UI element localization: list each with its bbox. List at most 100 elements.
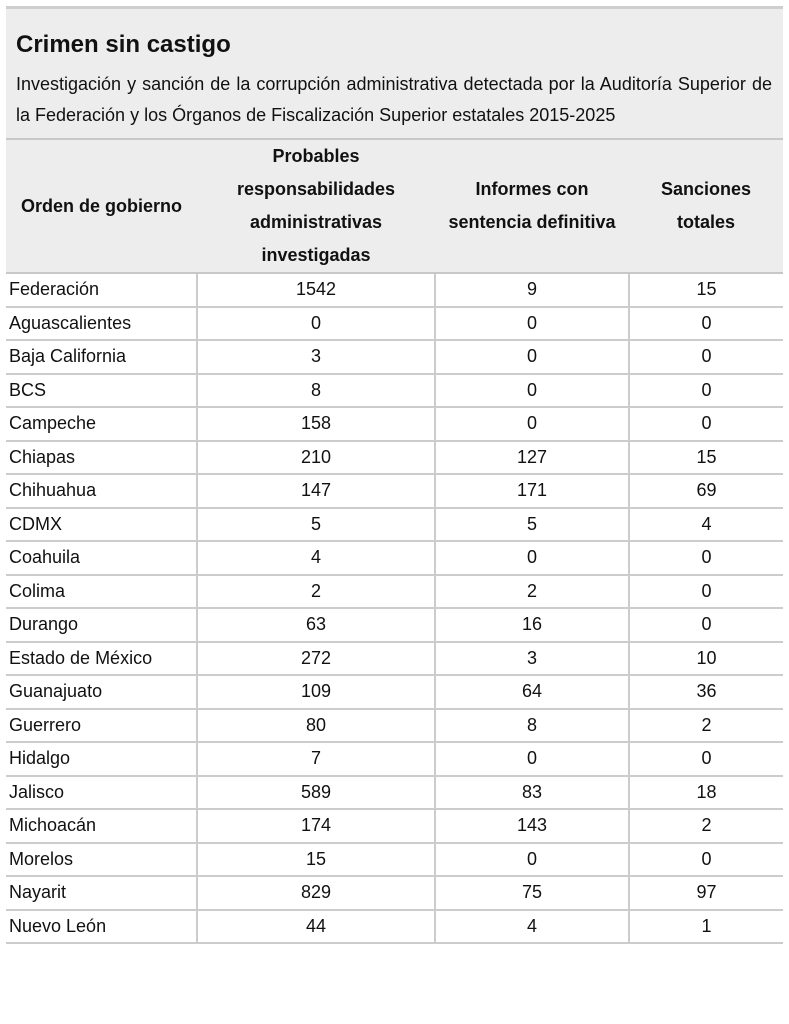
cell-responsabilidades: 272 [197,641,436,676]
cell-orden: Hidalgo [6,742,198,777]
cell-orden: Federación [6,273,198,308]
cell-informes: 83 [435,775,630,810]
cell-orden: Durango [6,608,198,643]
cell-responsabilidades: 7 [197,742,436,777]
cell-informes: 8 [435,708,630,743]
cell-sanciones: 15 [629,273,783,308]
cell-informes: 0 [435,842,630,877]
cell-sanciones: 2 [629,809,783,844]
cell-sanciones: 0 [629,373,783,408]
cell-informes: 0 [435,742,630,777]
column-header-sanciones: Sanciones totales [629,140,783,274]
cell-orden: Guerrero [6,708,198,743]
cell-sanciones: 69 [629,474,783,509]
cell-sanciones: 15 [629,440,783,475]
table-row: Nayarit 829 75 97 [6,876,783,911]
cell-responsabilidades: 4 [197,541,436,576]
table-row: Chihuahua 147 171 69 [6,474,783,509]
page-subtitle: Investigación y sanción de la corrupción… [16,74,772,125]
table-row: Federación 1542 9 15 [6,273,783,308]
table-row: Nuevo León 44 4 1 [6,909,783,944]
cell-responsabilidades: 63 [197,608,436,643]
cell-sanciones: 0 [629,574,783,609]
cell-orden: Nuevo León [6,909,198,944]
table-body: Federación 1542 9 15 Aguascalientes 0 0 0 Baja C… [6,273,783,944]
column-header-orden: Orden de gobierno [6,140,197,274]
cell-sanciones: 0 [629,306,783,341]
cell-sanciones: 10 [629,641,783,676]
cell-orden: Nayarit [6,876,198,911]
cell-informes: 0 [435,541,630,576]
cell-informes: 127 [435,440,630,475]
table-row: Durango 63 16 0 [6,608,783,643]
cell-informes: 64 [435,675,630,710]
header-row: Orden de gobierno Probables responsabili… [6,140,783,274]
cell-responsabilidades: 0 [197,306,436,341]
cell-orden: Guanajuato [6,675,198,710]
cell-responsabilidades: 15 [197,842,436,877]
table-row: Guanajuato 109 64 36 [6,675,783,710]
cell-orden: Chiapas [6,440,198,475]
cell-sanciones: 18 [629,775,783,810]
cell-responsabilidades: 589 [197,775,436,810]
cell-responsabilidades: 147 [197,474,436,509]
cell-orden: Michoacán [6,809,198,844]
cell-informes: 0 [435,306,630,341]
cell-informes: 2 [435,574,630,609]
cell-responsabilidades: 80 [197,708,436,743]
cell-informes: 4 [435,909,630,944]
cell-orden: Jalisco [6,775,198,810]
cell-informes: 75 [435,876,630,911]
table-card: Crimen sin castigo Investigación y sanci… [6,6,783,1024]
cell-sanciones: 36 [629,675,783,710]
cell-orden: BCS [6,373,198,408]
cell-responsabilidades: 210 [197,440,436,475]
column-header-informes: Informes con sentencia definitiva [435,140,629,274]
cell-sanciones: 0 [629,842,783,877]
cell-responsabilidades: 8 [197,373,436,408]
cell-informes: 171 [435,474,630,509]
cell-orden: Colima [6,574,198,609]
cell-informes: 3 [435,641,630,676]
cell-orden: Coahuila [6,541,198,576]
cell-orden: Aguascalientes [6,306,198,341]
cell-informes: 5 [435,507,630,542]
cell-sanciones: 2 [629,708,783,743]
cell-sanciones: 0 [629,608,783,643]
cell-informes: 0 [435,407,630,442]
cell-sanciones: 0 [629,407,783,442]
cell-responsabilidades: 174 [197,809,436,844]
cell-sanciones: 0 [629,742,783,777]
table-header-panel: Crimen sin castigo Investigación y sanci… [6,6,783,140]
cell-sanciones: 0 [629,541,783,576]
table-row: Estado de México 272 3 10 [6,641,783,676]
cell-informes: 16 [435,608,630,643]
cell-orden: CDMX [6,507,198,542]
table-row: Colima 2 2 0 [6,574,783,609]
cell-responsabilidades: 2 [197,574,436,609]
cell-responsabilidades: 44 [197,909,436,944]
cell-responsabilidades: 158 [197,407,436,442]
cell-sanciones: 97 [629,876,783,911]
cell-orden: Campeche [6,407,198,442]
page-title: Crimen sin castigo [16,31,231,58]
data-table: Orden de gobierno Probables responsabili… [6,140,783,944]
table-row: BCS 8 0 0 [6,373,783,408]
table-row: Baja California 3 0 0 [6,340,783,375]
cell-informes: 143 [435,809,630,844]
cell-responsabilidades: 829 [197,876,436,911]
cell-orden: Morelos [6,842,198,877]
cell-responsabilidades: 5 [197,507,436,542]
table-row: Michoacán 174 143 2 [6,809,783,844]
table-row: Jalisco 589 83 18 [6,775,783,810]
cell-responsabilidades: 3 [197,340,436,375]
cell-responsabilidades: 109 [197,675,436,710]
table-row: Morelos 15 0 0 [6,842,783,877]
table-row: CDMX 5 5 4 [6,507,783,542]
cell-responsabilidades: 1542 [197,273,436,308]
table-row: Campeche 158 0 0 [6,407,783,442]
table-row: Chiapas 210 127 15 [6,440,783,475]
cell-informes: 0 [435,373,630,408]
cell-orden: Chihuahua [6,474,198,509]
cell-informes: 0 [435,340,630,375]
